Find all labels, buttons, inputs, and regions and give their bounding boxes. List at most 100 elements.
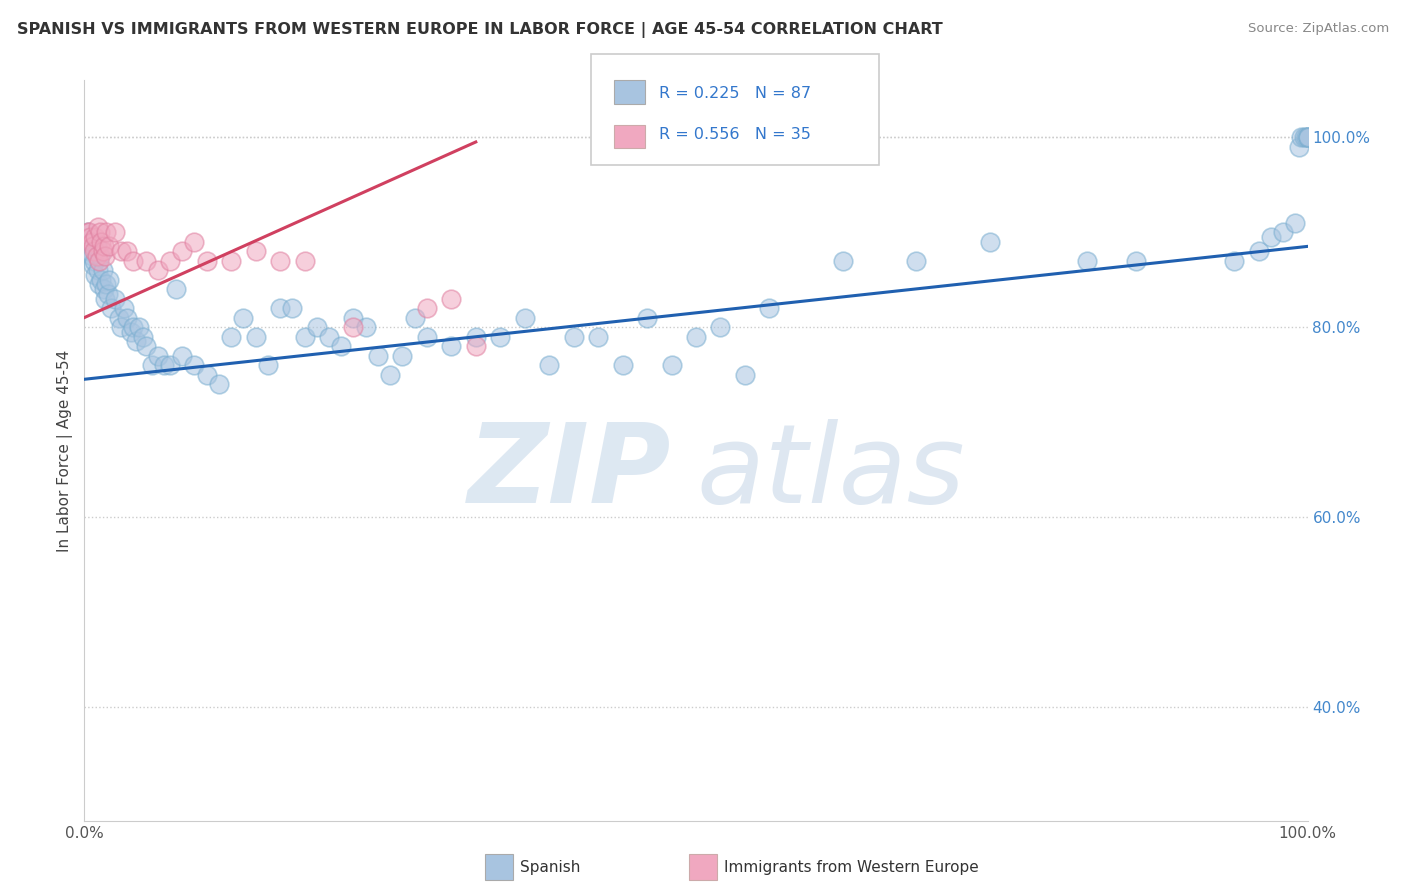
Text: SPANISH VS IMMIGRANTS FROM WESTERN EUROPE IN LABOR FORCE | AGE 45-54 CORRELATION: SPANISH VS IMMIGRANTS FROM WESTERN EUROP… — [17, 22, 942, 38]
Point — [440, 292, 463, 306]
Point — [93, 282, 115, 296]
Point — [636, 310, 658, 325]
Point — [1296, 130, 1319, 145]
Point — [734, 368, 756, 382]
Point — [80, 235, 103, 249]
Text: atlas: atlas — [696, 419, 965, 526]
Point — [83, 244, 105, 259]
Point — [1292, 130, 1315, 145]
Point — [86, 249, 108, 263]
Point — [104, 292, 127, 306]
Point — [77, 225, 100, 239]
Point — [125, 334, 148, 349]
Point — [219, 253, 242, 268]
Point — [79, 230, 101, 244]
Point — [89, 225, 111, 239]
Point — [87, 277, 110, 292]
Point — [135, 339, 157, 353]
Point — [232, 310, 254, 325]
Point — [342, 320, 364, 334]
Point — [1260, 230, 1282, 244]
Point — [1288, 139, 1310, 153]
Point — [586, 329, 609, 343]
Point — [89, 249, 111, 263]
Point — [122, 253, 145, 268]
Point — [77, 225, 100, 239]
Point — [91, 244, 114, 259]
Point — [416, 329, 439, 343]
Point — [128, 320, 150, 334]
Point — [562, 329, 585, 343]
Point — [1284, 216, 1306, 230]
Point — [1076, 253, 1098, 268]
Point — [1247, 244, 1270, 259]
Point — [661, 358, 683, 372]
Point — [305, 320, 328, 334]
Point — [94, 292, 117, 306]
Point — [84, 230, 107, 244]
Point — [77, 244, 100, 259]
Point — [354, 320, 377, 334]
Point — [1295, 130, 1317, 145]
Point — [979, 235, 1001, 249]
Point — [153, 358, 176, 372]
Point — [97, 286, 120, 301]
Point — [80, 249, 103, 263]
Point — [96, 277, 118, 292]
Point — [100, 301, 122, 315]
Point — [97, 239, 120, 253]
Text: Source: ZipAtlas.com: Source: ZipAtlas.com — [1249, 22, 1389, 36]
Point — [380, 368, 402, 382]
Text: R = 0.556   N = 35: R = 0.556 N = 35 — [659, 128, 811, 143]
Point — [1291, 130, 1313, 145]
Point — [257, 358, 280, 372]
Point — [1272, 225, 1295, 239]
Point — [115, 310, 138, 325]
Point — [82, 259, 104, 273]
Point — [86, 239, 108, 253]
Point — [404, 310, 426, 325]
Point — [1296, 130, 1319, 145]
Text: R = 0.225   N = 87: R = 0.225 N = 87 — [659, 87, 811, 102]
Point — [219, 329, 242, 343]
Point — [91, 263, 114, 277]
Point — [146, 349, 169, 363]
Point — [612, 358, 634, 372]
Point — [172, 349, 194, 363]
Point — [87, 263, 110, 277]
Point — [90, 272, 112, 286]
Point — [107, 310, 129, 325]
Point — [464, 339, 486, 353]
Point — [96, 225, 118, 239]
Point — [513, 310, 536, 325]
Point — [141, 358, 163, 372]
Point — [367, 349, 389, 363]
Point — [195, 253, 218, 268]
Point — [90, 235, 112, 249]
Point — [831, 253, 853, 268]
Point — [281, 301, 304, 315]
Y-axis label: In Labor Force | Age 45-54: In Labor Force | Age 45-54 — [58, 350, 73, 551]
Point — [685, 329, 707, 343]
Point — [159, 253, 181, 268]
Point — [183, 235, 205, 249]
Point — [1223, 253, 1246, 268]
Point — [245, 329, 267, 343]
Point — [391, 349, 413, 363]
Point — [172, 244, 194, 259]
Point — [132, 329, 155, 343]
Point — [1296, 130, 1319, 145]
Point — [195, 368, 218, 382]
Point — [83, 253, 105, 268]
Point — [294, 329, 316, 343]
Point — [79, 235, 101, 249]
Text: Spanish: Spanish — [520, 860, 581, 875]
Point — [905, 253, 928, 268]
Point — [93, 239, 115, 253]
Point — [538, 358, 561, 372]
Point — [330, 339, 353, 353]
Point — [245, 244, 267, 259]
Point — [416, 301, 439, 315]
Point — [112, 301, 135, 315]
Point — [94, 249, 117, 263]
